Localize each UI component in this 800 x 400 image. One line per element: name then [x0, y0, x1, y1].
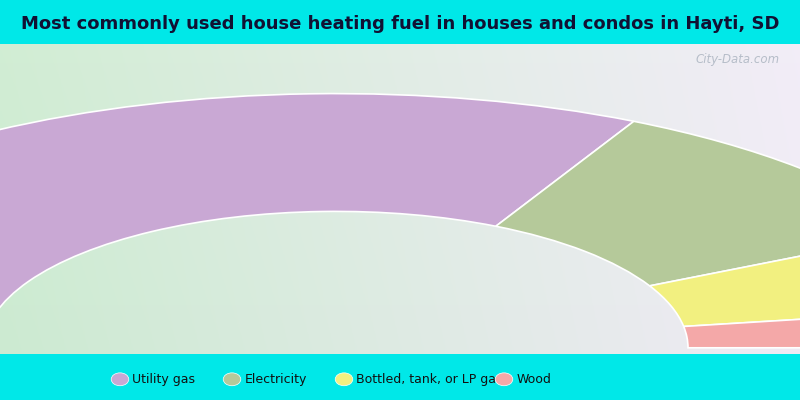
- Ellipse shape: [495, 373, 513, 386]
- Wedge shape: [650, 232, 800, 326]
- Wedge shape: [0, 94, 634, 348]
- Ellipse shape: [335, 373, 353, 386]
- Text: Utility gas: Utility gas: [132, 373, 195, 386]
- Text: Electricity: Electricity: [244, 373, 306, 386]
- Text: Bottled, tank, or LP gas: Bottled, tank, or LP gas: [356, 373, 503, 386]
- Ellipse shape: [111, 373, 129, 386]
- Wedge shape: [496, 121, 800, 286]
- Text: City-Data.com: City-Data.com: [696, 53, 780, 66]
- Wedge shape: [684, 308, 800, 348]
- Text: Most commonly used house heating fuel in houses and condos in Hayti, SD: Most commonly used house heating fuel in…: [21, 15, 779, 33]
- Text: Wood: Wood: [516, 373, 551, 386]
- Ellipse shape: [223, 373, 241, 386]
